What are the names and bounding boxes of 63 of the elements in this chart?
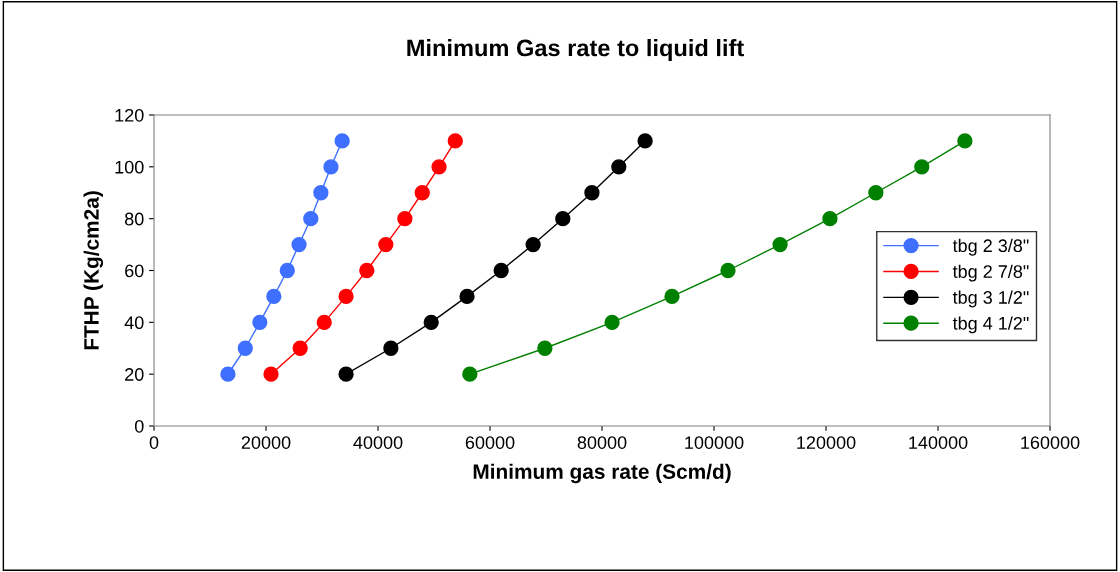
point [383, 340, 399, 356]
x-axis-title: Minimum gas rate (Scm/d) [473, 463, 731, 484]
point [772, 236, 788, 253]
point [525, 236, 541, 253]
point [338, 288, 354, 305]
chart-title: Minimum Gas rate to liquid lift [407, 39, 744, 62]
point [555, 211, 571, 227]
point [359, 262, 375, 279]
point [914, 159, 930, 175]
point [378, 236, 394, 253]
legend-label: tbg 4 1/2" [952, 316, 1029, 334]
y-tick-label: 100 [115, 160, 144, 174]
point [493, 262, 509, 279]
point [414, 185, 430, 201]
point [266, 288, 282, 305]
y-tick-label: 60 [125, 264, 144, 278]
x-tick-label: 40000 [353, 436, 403, 449]
point [584, 185, 600, 201]
point [292, 340, 308, 356]
x-tick-label: 80000 [577, 436, 627, 449]
y-tick-label: 120 [115, 108, 144, 122]
point [397, 211, 413, 227]
x-tick-label: 20000 [241, 436, 291, 449]
point [822, 211, 838, 227]
legend-label: tbg 2 7/8" [952, 264, 1029, 282]
legend-label: tbg 3 1/2" [952, 290, 1029, 308]
point [338, 366, 354, 382]
point [447, 133, 463, 149]
point [334, 133, 350, 149]
point [720, 262, 736, 279]
point [323, 159, 339, 175]
point [316, 314, 332, 330]
y-tick-label: 40 [124, 316, 144, 330]
point [423, 314, 439, 330]
point [291, 236, 307, 253]
y-tick-label: 20 [125, 368, 144, 381]
point [431, 159, 447, 175]
x-tick-label: 60000 [465, 436, 515, 449]
x-tick-label: 160000 [1021, 436, 1080, 449]
point [604, 314, 620, 330]
point [611, 159, 627, 175]
y-tick-label: 0 [134, 419, 144, 433]
point [637, 133, 653, 149]
legend-label: tbg 2 3/8" [952, 238, 1029, 256]
point [957, 133, 973, 149]
y-axis-title: FTHP (Kg/cm2a) [83, 191, 104, 350]
point [537, 340, 553, 356]
point [459, 288, 475, 305]
point [237, 340, 253, 356]
point [313, 185, 329, 201]
point [462, 366, 478, 382]
point [252, 314, 268, 330]
x-tick-label: 100000 [685, 436, 744, 449]
point [303, 211, 319, 227]
point [664, 288, 680, 305]
x-tick-label: 140000 [909, 436, 968, 449]
point [220, 366, 236, 382]
y-tick-label: 80 [124, 212, 144, 226]
x-tick-label: 120000 [797, 436, 856, 449]
point [279, 262, 295, 279]
point [263, 366, 279, 382]
point [868, 185, 884, 201]
x-tick-label: 0 [149, 436, 159, 449]
